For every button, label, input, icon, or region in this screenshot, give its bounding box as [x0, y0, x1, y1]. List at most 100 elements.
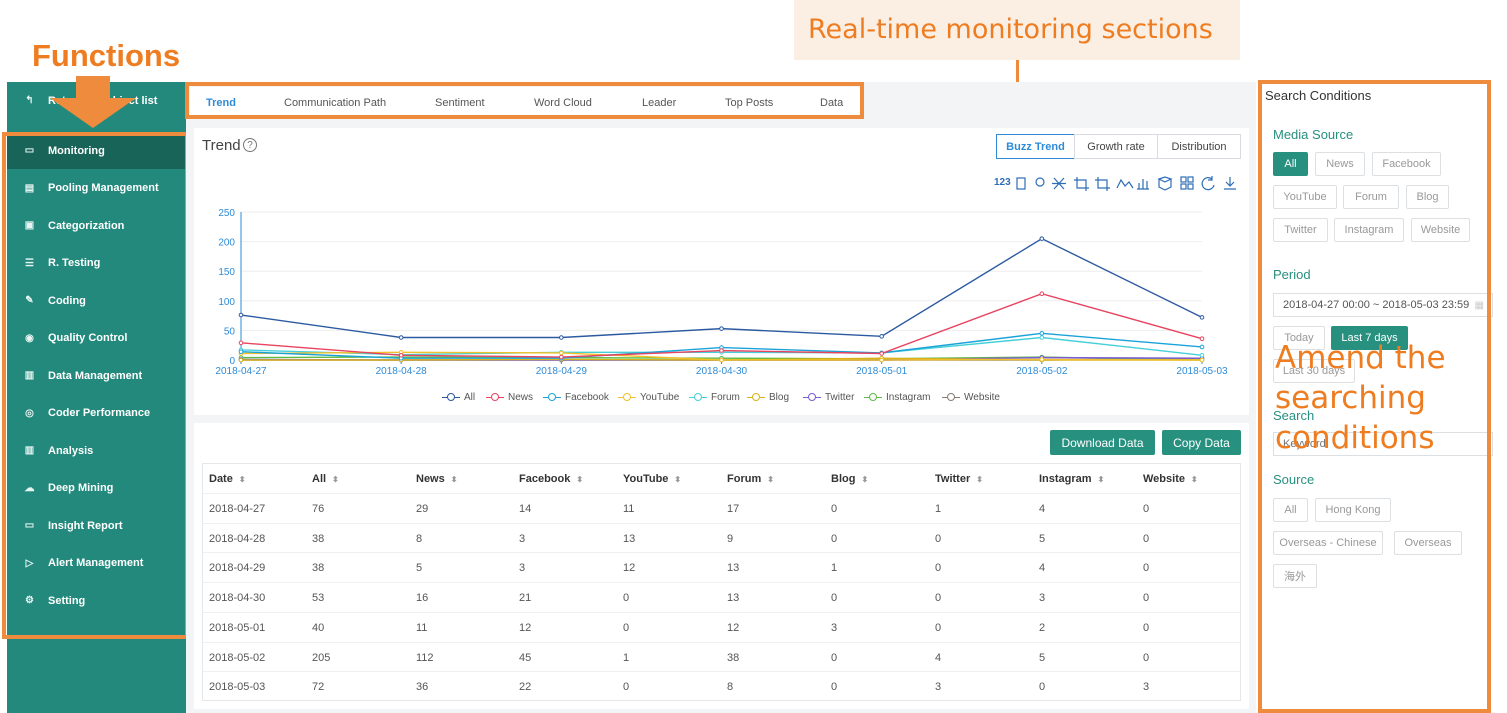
column-header-instagram[interactable]: Instagram ⬍ — [1039, 473, 1104, 485]
sort-icon[interactable]: ⬍ — [576, 475, 584, 484]
crop-reset-icon[interactable] — [1095, 177, 1110, 191]
period-last-7-days-button[interactable]: Last 7 days — [1331, 326, 1408, 350]
media-chip-youtube[interactable]: YouTube — [1273, 185, 1337, 209]
media-chip-website[interactable]: Website — [1411, 218, 1470, 242]
sidebar-item-insight-report[interactable]: ▭ Insight Report — [7, 507, 186, 544]
data-view-icon[interactable]: 123 — [994, 177, 1011, 188]
sidebar-item-analysis[interactable]: ▥ Analysis — [7, 432, 186, 469]
legend-item[interactable]: YouTube — [618, 392, 679, 403]
tab-data[interactable]: Data — [820, 97, 844, 109]
legend-item[interactable]: Forum — [689, 392, 740, 403]
document-icon[interactable] — [1016, 177, 1026, 190]
source-chip[interactable]: 海外 — [1273, 564, 1317, 588]
question-circle-icon[interactable]: ? — [243, 138, 257, 152]
sidebar-item-coding[interactable]: ✎ Coding — [7, 282, 186, 319]
sort-icon[interactable]: ⬍ — [861, 475, 869, 484]
trend-chart: 0 50 100 150 200 250 2018-04-27 2018-04-28 2018-… — [215, 208, 1228, 377]
line-chart-icon[interactable] — [1116, 178, 1134, 189]
mode-growth-rate[interactable]: Growth rate — [1074, 134, 1158, 159]
column-header-all[interactable]: All ⬍ — [312, 473, 339, 485]
sidebar-item-categorization[interactable]: ▣ Categorization — [7, 207, 186, 244]
sort-icon[interactable]: ⬍ — [238, 475, 246, 484]
sort-icon[interactable]: ⬍ — [450, 475, 458, 484]
table-cell: 0 — [935, 592, 942, 605]
column-header-facebook[interactable]: Facebook ⬍ — [519, 473, 583, 485]
legend-item[interactable]: News — [486, 392, 533, 403]
legend-item[interactable]: Website — [942, 392, 1000, 403]
column-header-youtube[interactable]: YouTube ⬍ — [623, 473, 681, 485]
sidebar-item-r-testing[interactable]: ☰ R. Testing — [7, 245, 186, 282]
sort-icon[interactable]: ⬍ — [332, 475, 339, 484]
sidebar-item-coder-performance[interactable]: ◎ Coder Performance — [7, 395, 186, 432]
table-cell: 72 — [312, 681, 325, 694]
sidebar-item-deep-mining[interactable]: ☁ Deep Mining — [7, 470, 186, 507]
legend-item[interactable]: Facebook — [543, 392, 609, 403]
sort-icon[interactable]: ⬍ — [674, 475, 682, 484]
sidebar-item-pooling-management[interactable]: ▤ Pooling Management — [7, 170, 186, 207]
media-chip-forum[interactable]: Forum — [1343, 185, 1399, 209]
legend-item[interactable]: Blog — [747, 392, 789, 403]
x-tick-label: 2018-05-03 — [1176, 366, 1228, 377]
sort-icon[interactable]: ⬍ — [1190, 475, 1198, 484]
legend-marker — [486, 392, 504, 403]
sidebar-item-data-management[interactable]: ▥ Data Management — [7, 357, 186, 394]
stack-icon[interactable] — [1157, 176, 1173, 191]
tab-word-cloud[interactable]: Word Cloud — [534, 97, 592, 109]
calendar-icon[interactable]: ▦ — [1474, 299, 1484, 311]
legend-item[interactable]: Instagram — [864, 392, 930, 403]
crop-icon[interactable] — [1074, 177, 1089, 191]
sort-icon[interactable]: ⬍ — [976, 475, 983, 484]
period-last-30-days-button[interactable]: Last 30 days — [1273, 359, 1355, 383]
column-header-label: Twitter — [935, 473, 971, 485]
column-header-date[interactable]: Date ⬍ — [209, 473, 246, 485]
refresh-icon[interactable] — [1201, 176, 1215, 191]
sidebar-item-setting[interactable]: ⚙ Setting — [7, 582, 186, 619]
period-today-button[interactable]: Today — [1273, 326, 1325, 350]
bar-chart-icon[interactable] — [1137, 179, 1149, 190]
table-cell: 2018-05-03 — [209, 681, 266, 694]
legend-item[interactable]: All — [442, 392, 475, 403]
sort-icon[interactable]: ⬍ — [1097, 475, 1105, 484]
source-chip[interactable]: Overseas — [1394, 531, 1462, 555]
sort-icon[interactable]: ⬍ — [767, 475, 774, 484]
tab-leader[interactable]: Leader — [642, 97, 677, 109]
column-header-twitter[interactable]: Twitter ⬍ — [935, 473, 983, 485]
media-chip-all[interactable]: All — [1273, 152, 1308, 176]
tab-communication-path[interactable]: Communication Path — [284, 97, 387, 109]
sidebar-item-monitoring[interactable]: ▭ Monitoring — [7, 132, 186, 169]
keyword-input[interactable] — [1273, 432, 1493, 456]
mode-buzz-trend[interactable]: Buzz Trend — [996, 134, 1075, 159]
tab-top-posts[interactable]: Top Posts — [725, 97, 774, 109]
download-icon[interactable] — [1224, 177, 1236, 190]
y-tick-label: 150 — [218, 267, 235, 278]
copy-data-button[interactable]: Copy Data — [1162, 430, 1241, 455]
tab-trend[interactable]: Trend — [206, 97, 236, 109]
legend-marker — [864, 392, 882, 403]
data-point-youtube — [559, 350, 564, 356]
source-chip[interactable]: Overseas - Chinese — [1273, 531, 1383, 555]
legend-item[interactable]: Twitter — [803, 392, 854, 403]
source-chip[interactable]: All — [1273, 498, 1308, 522]
period-range-input[interactable]: 2018-04-27 00:00 ~ 2018-05-03 23:59 ▦ — [1273, 293, 1493, 317]
media-chip-news[interactable]: News — [1315, 152, 1365, 176]
column-header-news[interactable]: News ⬍ — [416, 473, 457, 485]
media-chip-facebook[interactable]: Facebook — [1372, 152, 1441, 176]
media-chip-twitter[interactable]: Twitter — [1273, 218, 1328, 242]
sidebar-item-label: Data Management — [48, 369, 143, 382]
media-chip-instagram[interactable]: Instagram — [1334, 218, 1404, 242]
column-header-forum[interactable]: Forum ⬍ — [727, 473, 774, 485]
sidebar-item-quality-control[interactable]: ◉ Quality Control — [7, 320, 186, 357]
tab-sentiment[interactable]: Sentiment — [435, 97, 485, 109]
column-header-website[interactable]: Website ⬍ — [1143, 473, 1198, 485]
source-chip[interactable]: Hong Kong — [1315, 498, 1391, 522]
column-header-blog[interactable]: Blog ⬍ — [831, 473, 868, 485]
mode-distribution[interactable]: Distribution — [1157, 134, 1241, 159]
zoom-icon[interactable] — [1052, 177, 1066, 190]
sidebar-item-alert-management[interactable]: ▷ Alert Management — [7, 545, 186, 582]
badge-icon[interactable] — [1035, 177, 1045, 187]
legend-label: All — [464, 392, 476, 403]
download-data-button[interactable]: Download Data — [1050, 430, 1155, 455]
x-tick-label: 2018-04-27 — [215, 366, 267, 377]
media-chip-blog[interactable]: Blog — [1406, 185, 1449, 209]
table-cell: 8 — [416, 532, 423, 545]
